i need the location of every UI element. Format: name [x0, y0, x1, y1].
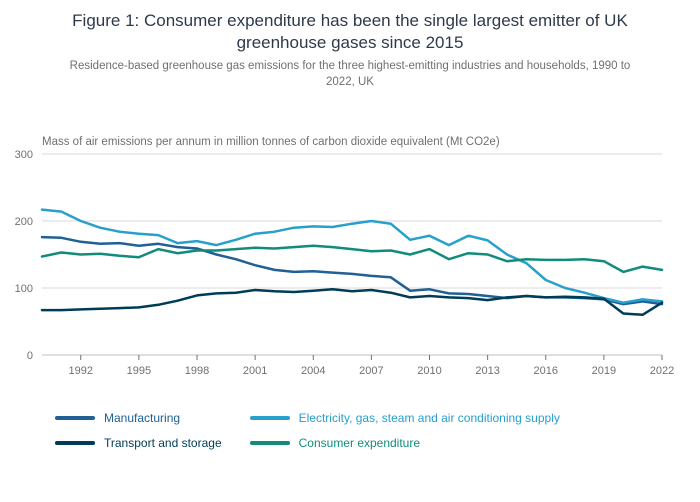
x-tick-label: 1995 [127, 365, 151, 377]
y-axis-title: Mass of air emissions per annum in milli… [42, 136, 500, 149]
legend-swatch-manufacturing [55, 416, 95, 421]
x-tick-label: 2010 [417, 365, 441, 377]
figure-subtitle: Residence-based greenhouse gas emissions… [69, 60, 631, 88]
y-tick-label: 0 [27, 350, 33, 362]
y-tick-label: 100 [15, 283, 33, 295]
x-tick-label: 1992 [69, 365, 93, 377]
legend-label: Consumer expenditure [298, 436, 421, 451]
legend-item-electricity: Electricity, gas, steam and air conditio… [249, 411, 560, 426]
chart-area: 0 100 200 300 1992 1995 1998 2001 2004 2007 2010 20… [0, 149, 700, 385]
legend: Manufacturing Electricity, gas, steam an… [55, 411, 700, 450]
x-tick-label: 2019 [592, 365, 616, 377]
series-line [40, 288, 664, 317]
legend-label: Electricity, gas, steam and air conditio… [298, 411, 560, 426]
legend-item-manufacturing: Manufacturing [55, 411, 222, 425]
legend-item-consumer-expenditure: Consumer expenditure [249, 436, 560, 451]
x-tick-label: 2022 [650, 365, 674, 377]
legend-label: Transport and storage [104, 436, 222, 451]
series-line [40, 244, 664, 274]
x-tick-label: 1998 [185, 365, 209, 377]
line-chart: 0 100 200 300 1992 1995 1998 2001 2004 2007 2010 20… [15, 149, 675, 377]
x-tick-label: 2007 [359, 365, 383, 377]
legend-swatch-electricity [249, 416, 290, 421]
legend-item-transport: Transport and storage [55, 436, 222, 450]
x-tick-label: 2013 [475, 365, 499, 377]
y-tick-label: 200 [15, 216, 33, 228]
x-tick-label: 2004 [301, 365, 325, 377]
series-line [40, 208, 664, 305]
figure-title: Figure 1: Consumer expenditure has been … [72, 11, 628, 53]
legend-swatch-transport [55, 441, 95, 446]
legend-swatch-consumer-expenditure [249, 441, 290, 446]
legend-label: Manufacturing [104, 411, 181, 426]
x-tick-label: 2016 [534, 365, 558, 377]
y-tick-label: 300 [15, 150, 33, 161]
series-line [40, 236, 664, 306]
x-tick-label: 2001 [243, 365, 267, 377]
